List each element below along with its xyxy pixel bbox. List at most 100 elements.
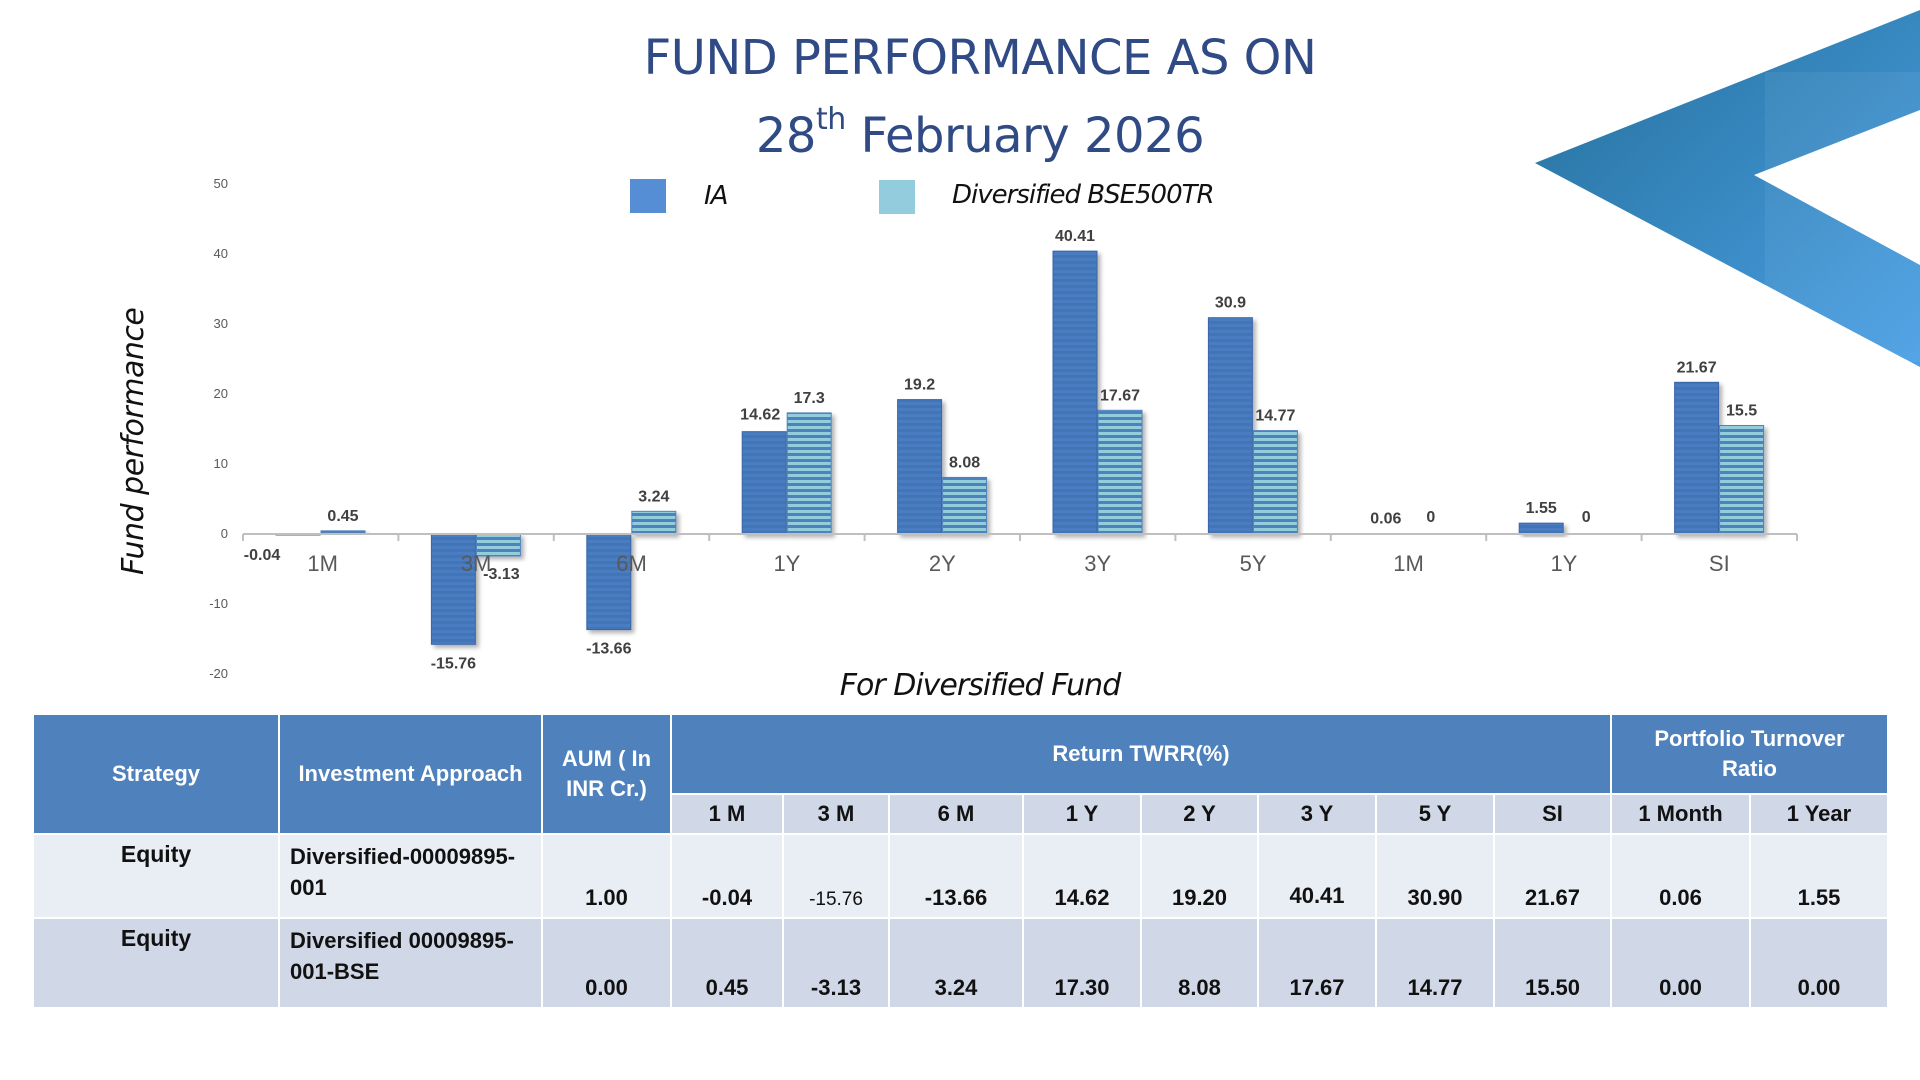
bar-ia-5y	[1207, 317, 1253, 535]
title-line-1: FUND PERFORMANCE AS ON	[643, 30, 1317, 86]
bar-ia-si	[1674, 381, 1720, 535]
cell-1m: 0.45	[670, 917, 784, 1009]
x-category-label: 1Y	[1550, 551, 1577, 576]
x-axis-title: For Diversified Fund	[839, 668, 1121, 703]
subheader-3m: 3 M	[782, 793, 890, 835]
cell-6m: -13.66	[888, 833, 1024, 919]
cell-si: 15.50	[1493, 917, 1612, 1009]
x-category-label: 1M	[307, 551, 338, 576]
cell-turnover-1-month: 0.00	[1610, 917, 1751, 1009]
data-label: 14.77	[1255, 408, 1295, 425]
x-category-label: 1Y	[773, 551, 800, 576]
data-label: 17.3	[794, 390, 825, 407]
y-tick-label: 50	[214, 176, 228, 191]
cell-2y: 19.20	[1140, 833, 1259, 919]
cell-6m: 3.24	[888, 917, 1024, 1009]
y-tick-label: 10	[214, 456, 228, 471]
bar-ia-3y	[1052, 250, 1098, 535]
date-day: 28	[755, 108, 817, 164]
data-label: 40.41	[1055, 228, 1095, 245]
bar-ia-1y	[741, 431, 787, 535]
cell-3y: 40.41	[1257, 833, 1377, 919]
y-tick-label: 30	[214, 316, 228, 331]
x-category-label: 3Y	[1084, 551, 1111, 576]
y-tick-label: -20	[209, 666, 228, 681]
bar-bse-5y	[1252, 430, 1298, 535]
y-tick-label: 0	[221, 526, 228, 541]
cell-1m: -0.04	[670, 833, 784, 919]
header-investment-approach: Investment Approach	[278, 713, 543, 835]
x-category-label: SI	[1709, 551, 1730, 576]
bar-chart: 50 40 30 20 10 0 -10 -20 1M 3M 6M 1Y 2Y 3Y 5Y 1M 1Y SI -…	[209, 176, 1798, 681]
cell-si: 21.67	[1493, 833, 1612, 919]
cell-turnover-1-year: 0.00	[1749, 917, 1889, 1009]
data-label: -3.13	[483, 566, 520, 583]
header-portfolio-turnover: Portfolio Turnover Ratio	[1610, 713, 1889, 795]
y-tick-label: 40	[214, 246, 228, 261]
legend-swatch-ia	[630, 179, 666, 213]
data-label: 17.67	[1100, 387, 1140, 404]
chevron-shape	[1535, 10, 1920, 367]
bar-ia-2y	[897, 399, 943, 535]
subheader-si: SI	[1493, 793, 1612, 835]
table-row: Equity Diversified 00009895-001-BSE 0.00…	[32, 917, 1889, 1009]
cell-3m: -15.76	[782, 833, 890, 919]
cell-approach: Diversified-00009895-001	[278, 833, 543, 919]
data-label: 3.24	[638, 488, 669, 505]
data-label: -15.76	[431, 655, 476, 672]
subheader-2y: 2 Y	[1140, 793, 1259, 835]
legend-swatch-bse	[879, 180, 915, 214]
cell-approach: Diversified 00009895-001-BSE	[278, 917, 543, 1009]
subheader-1m: 1 M	[670, 793, 784, 835]
x-category-label: 1M	[1393, 551, 1424, 576]
bar-bse-si	[1719, 425, 1765, 535]
data-label: 0	[1582, 509, 1591, 526]
data-label: 0.45	[327, 508, 358, 525]
data-label: -0.04	[244, 547, 281, 564]
data-label: 30.9	[1215, 295, 1246, 312]
y-tick-label: -10	[209, 596, 228, 611]
date-rest: February 2026	[845, 108, 1205, 164]
cell-aum: 0.00	[541, 917, 672, 1009]
bar-bse-2y	[942, 476, 988, 535]
subheader-turnover-1-month: 1 Month	[1610, 793, 1751, 835]
cell-strategy: Equity	[32, 833, 280, 919]
data-label: 21.67	[1677, 359, 1717, 376]
x-category-label: 3M	[461, 551, 492, 576]
subheader-1y: 1 Y	[1022, 793, 1142, 835]
x-category-label: 2Y	[929, 551, 956, 576]
cell-turnover-1-year: 1.55	[1749, 833, 1889, 919]
data-label: -13.66	[586, 641, 631, 658]
header-strategy: Strategy	[32, 713, 280, 835]
data-label: 14.62	[740, 407, 780, 424]
data-label: 19.2	[904, 377, 935, 394]
bar-bse-3y	[1097, 409, 1143, 535]
data-label: 1.55	[1526, 500, 1557, 517]
subheader-6m: 6 M	[888, 793, 1024, 835]
cell-1y: 14.62	[1022, 833, 1142, 919]
legend-label-ia: IA	[704, 181, 728, 211]
data-label: 15.5	[1726, 403, 1757, 420]
data-label: 8.08	[949, 454, 980, 471]
chevron-overlay	[1765, 72, 1920, 362]
bar-ia-1y	[1518, 522, 1564, 535]
cell-turnover-1-month: 0.06	[1610, 833, 1751, 919]
bar-bse-6m	[631, 510, 677, 535]
title-line-2: 28th February 2026	[0, 102, 1920, 164]
cell-strategy: Equity	[32, 917, 280, 1009]
subheader-3y: 3 Y	[1257, 793, 1377, 835]
cell-2y: 8.08	[1140, 917, 1259, 1009]
cell-3y: 17.67	[1257, 917, 1377, 1009]
cell-5y: 14.77	[1375, 917, 1495, 1009]
cell-1y: 17.30	[1022, 917, 1142, 1009]
table-row: Equity Diversified-00009895-001 1.00 -0.…	[32, 833, 1889, 919]
subheader-turnover-1-year: 1 Year	[1749, 793, 1889, 835]
cell-aum: 1.00	[541, 833, 672, 919]
subheader-5y: 5 Y	[1375, 793, 1495, 835]
date-suffix: th	[815, 102, 846, 137]
bar-bse-1y	[786, 412, 832, 535]
bar-ia-6m	[586, 533, 632, 631]
cell-3m: -3.13	[782, 917, 890, 1009]
x-category-label: 6M	[616, 551, 647, 576]
